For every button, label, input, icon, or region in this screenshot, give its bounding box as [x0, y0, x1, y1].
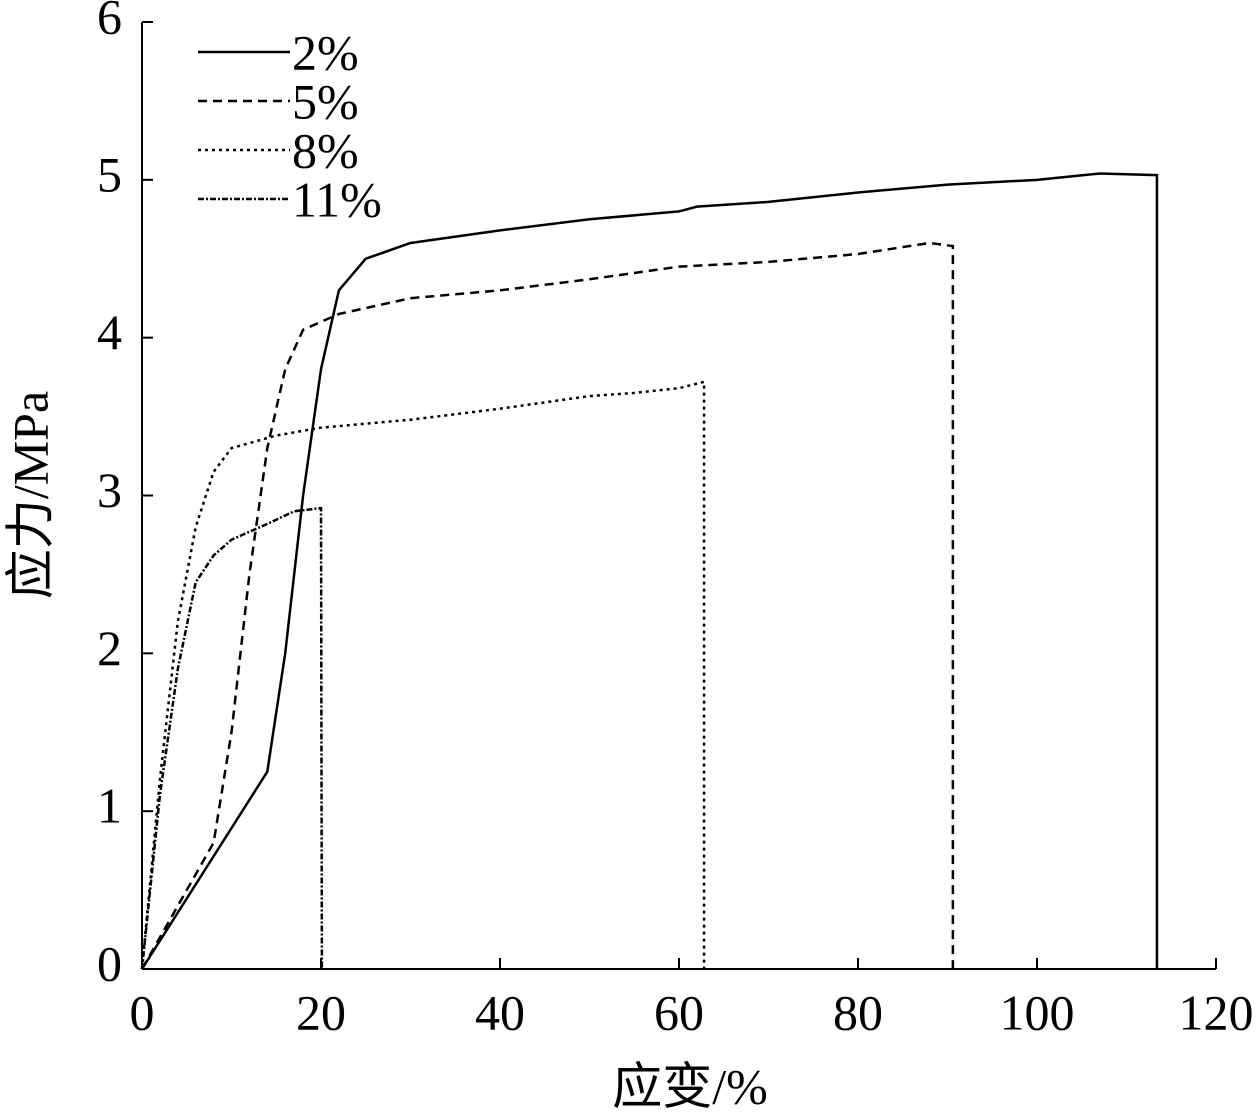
x-tick-label: 0: [130, 984, 155, 1040]
series-line: [140, 380, 706, 970]
series-line: [140, 506, 324, 970]
y-tick-label: 2: [97, 620, 122, 676]
y-tick-label: 0: [97, 935, 122, 991]
series-line: [140, 241, 955, 970]
y-tick-label: 4: [97, 304, 122, 360]
y-axis-label: 应力/MPa: [2, 391, 58, 599]
x-tick-label: 80: [833, 984, 883, 1040]
x-tick-label: 40: [475, 984, 525, 1040]
series-line: [140, 172, 1159, 970]
x-tick-label: 100: [1000, 984, 1075, 1040]
y-tick-label: 1: [97, 778, 122, 834]
x-tick-label: 20: [296, 984, 346, 1040]
x-tick-label: 120: [1179, 984, 1254, 1040]
legend-label: 5%: [292, 73, 359, 129]
x-tick-label: 60: [654, 984, 704, 1040]
x-axis-label: 应变/%: [612, 1058, 768, 1114]
y-tick-label: 5: [97, 146, 122, 202]
y-tick-label: 3: [97, 462, 122, 518]
legend-label: 8%: [292, 122, 359, 178]
legend-label: 2%: [292, 24, 359, 80]
y-tick-label: 6: [97, 0, 122, 44]
legend-label: 11%: [292, 171, 382, 227]
